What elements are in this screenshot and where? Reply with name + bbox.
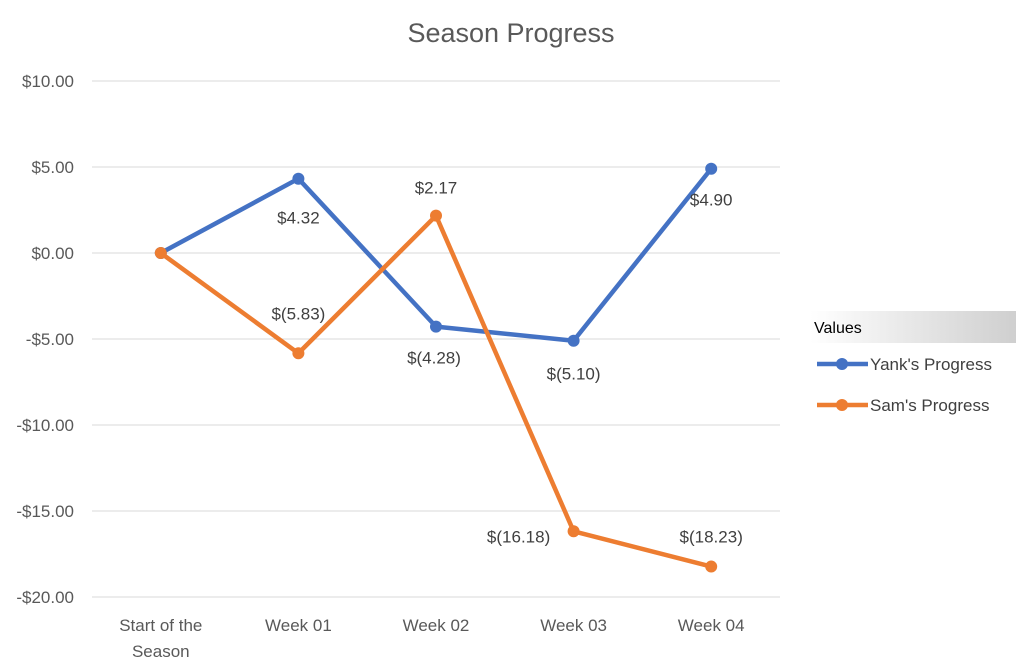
- series-lines: [154, 162, 718, 573]
- data-point: [292, 172, 305, 185]
- x-tick-label: Week 01: [265, 616, 332, 635]
- y-tick-label: $0.00: [31, 244, 74, 263]
- data-labels: $4.32 $(4.28) $(5.10) $4.90 $(5.83) $2.17 $(16…: [271, 179, 742, 547]
- data-point: [292, 347, 305, 360]
- y-tick-label: -$15.00: [16, 502, 74, 521]
- legend-title: Values: [814, 320, 862, 337]
- data-label: $2.17: [415, 179, 458, 198]
- x-axis-tick-labels: Start of the Season Week 01 Week 02 Week 03 W…: [119, 616, 744, 661]
- data-label: $(4.28): [407, 349, 461, 368]
- data-label: $(18.23): [680, 528, 743, 547]
- y-tick-label: -$5.00: [26, 330, 74, 349]
- data-label: $4.90: [690, 191, 733, 210]
- data-point: [567, 525, 580, 538]
- data-label: $(5.10): [547, 365, 601, 384]
- data-point: [705, 162, 718, 175]
- y-tick-label: -$20.00: [16, 588, 74, 607]
- data-point: [430, 320, 442, 333]
- y-axis-tick-labels: $10.00 $5.00 $0.00 -$5.00 -$10.00 -$15.00 -$20…: [16, 72, 74, 607]
- data-label: $(5.83): [271, 304, 325, 323]
- legend-entry-label: Yank's Progress: [870, 355, 992, 374]
- gridlines: [92, 80, 780, 598]
- x-tick-label: Start of the Season: [119, 616, 202, 661]
- x-tick-label: Week 02: [403, 616, 470, 635]
- legend-marker: [836, 358, 848, 370]
- legend-entry-label: Sam's Progress: [870, 396, 989, 415]
- y-tick-label: -$10.00: [16, 416, 74, 435]
- data-point: [567, 334, 580, 347]
- chart-title: Season Progress: [407, 18, 614, 48]
- legend-title-bar: [810, 311, 1016, 343]
- data-point: [705, 560, 718, 573]
- data-point: [430, 209, 442, 222]
- data-label: $4.32: [277, 209, 320, 228]
- x-tick-label: Week 03: [540, 616, 607, 635]
- data-point: [154, 247, 167, 259]
- series-line-1: [158, 213, 714, 569]
- x-tick-label: Week 04: [678, 616, 745, 635]
- legend: Values Yank's Progress Sam's Progress: [810, 311, 1016, 415]
- data-label: $(16.18): [487, 527, 550, 546]
- y-tick-label: $10.00: [22, 72, 74, 91]
- legend-marker: [836, 399, 848, 411]
- y-tick-label: $5.00: [31, 158, 74, 177]
